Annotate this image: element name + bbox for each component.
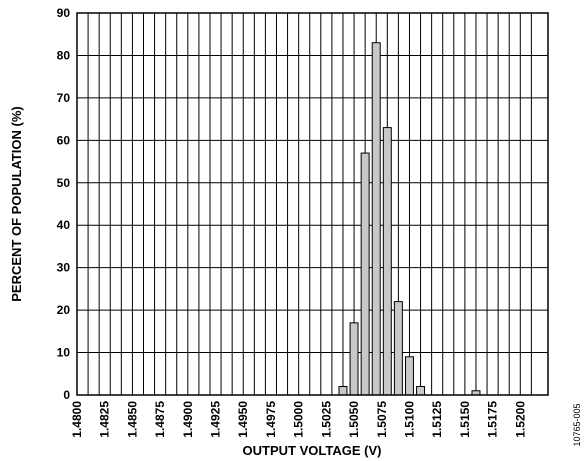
x-tick-label: 1.5125 xyxy=(430,401,444,438)
bar xyxy=(393,301,403,396)
x-tick-label: 1.5075 xyxy=(375,401,389,438)
y-tick-label: 50 xyxy=(57,176,71,190)
x-tick-label: 1.4800 xyxy=(70,401,84,438)
figure-id: 10765-005 xyxy=(572,403,582,446)
y-tick-label: 90 xyxy=(57,6,71,20)
bar xyxy=(338,386,348,396)
y-tick-label: 0 xyxy=(63,388,70,402)
y-tick-label: 60 xyxy=(57,133,71,147)
y-tick-labels: 0 10 20 30 40 50 60 70 80 90 xyxy=(57,6,71,402)
plot-frame xyxy=(76,12,549,396)
x-tick-label: 1.5100 xyxy=(402,401,416,438)
x-axis-title: OUTPUT VOLTAGE (V) xyxy=(243,443,382,458)
y-tick-label: 40 xyxy=(57,218,71,232)
x-tick-label: 1.4975 xyxy=(264,401,278,438)
bar xyxy=(404,356,414,396)
x-tick-label: 1.5025 xyxy=(319,401,333,438)
bar xyxy=(382,127,392,396)
x-tick-label: 1.5050 xyxy=(347,401,361,438)
x-tick-label: 1.4925 xyxy=(209,401,223,438)
y-tick-label: 70 xyxy=(57,91,71,105)
y-tick-label: 10 xyxy=(57,346,71,360)
bar xyxy=(360,152,370,396)
grid xyxy=(77,13,548,395)
x-tick-label: 1.5200 xyxy=(513,401,527,438)
x-tick-label: 1.5175 xyxy=(486,401,500,438)
x-tick-label: 1.5150 xyxy=(458,401,472,438)
x-tick-label: 1.4875 xyxy=(153,401,167,438)
x-tick-labels: 1.4800 1.4825 1.4850 1.4875 1.4900 1.4925 1.49… xyxy=(70,401,527,438)
x-tick-label: 1.4900 xyxy=(181,401,195,438)
x-tick-label: 1.4825 xyxy=(98,401,112,438)
bar xyxy=(371,42,381,396)
y-axis-title: PERCENT OF POPULATION (%) xyxy=(9,106,24,301)
bar xyxy=(416,386,426,396)
y-tick-label: 30 xyxy=(57,261,71,275)
x-tick-label: 1.5000 xyxy=(292,401,306,438)
x-tick-label: 1.4950 xyxy=(236,401,250,438)
bar xyxy=(349,322,359,396)
y-tick-label: 80 xyxy=(57,48,71,62)
y-tick-label: 20 xyxy=(57,303,71,317)
x-tick-label: 1.4850 xyxy=(125,401,139,438)
